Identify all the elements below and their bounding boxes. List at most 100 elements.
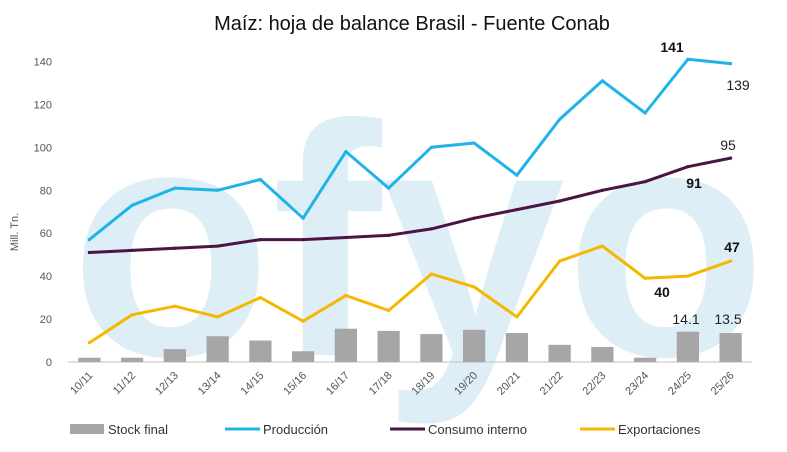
annotation-95: 95 <box>720 137 736 153</box>
bar-stock-final <box>206 336 229 362</box>
bar-stock-final <box>548 344 571 362</box>
point-exportaciones <box>429 272 433 276</box>
bar-stock-final <box>591 346 614 362</box>
point-consumo-interno <box>173 246 177 250</box>
point-exportaciones <box>558 259 562 263</box>
point-consumo-interno <box>344 235 348 240</box>
point-produccion <box>173 186 177 190</box>
bar-stock-final <box>334 328 357 362</box>
bar-stock-final <box>634 357 657 362</box>
bar-stock-final <box>676 331 699 362</box>
annotation-47: 47 <box>724 239 740 255</box>
point-produccion <box>472 141 476 145</box>
point-produccion <box>429 145 433 149</box>
series-line-produccion <box>87 57 733 242</box>
bar-stock-final <box>163 349 186 362</box>
point-consumo-interno <box>729 156 733 160</box>
point-consumo-interno <box>301 238 305 242</box>
annotation-141: 141 <box>660 39 684 55</box>
point-consumo-interno <box>558 199 562 203</box>
point-exportaciones <box>344 293 348 298</box>
watermark-text: ofyo <box>70 56 767 427</box>
y-tick-label: 100 <box>34 142 52 154</box>
annotation-91: 91 <box>686 175 702 191</box>
bars <box>78 328 742 362</box>
point-produccion <box>686 57 690 61</box>
bar-stock-final <box>505 333 528 362</box>
point-consumo-interno <box>472 216 476 220</box>
point-consumo-interno <box>216 244 220 248</box>
bar-stock-final <box>249 340 272 362</box>
y-tick-label: 140 <box>34 56 52 68</box>
annotations: 141 139 95 91 47 40 14.1 13.5 <box>654 39 750 327</box>
annotation-139: 139 <box>726 77 750 93</box>
point-produccion <box>729 62 733 66</box>
legend-item-exportaciones: Exportaciones <box>580 422 701 437</box>
legend-item-stock-final: Stock final <box>70 422 168 437</box>
bar-stock-final <box>420 334 443 362</box>
point-exportaciones <box>600 244 604 248</box>
point-produccion <box>130 203 134 207</box>
point-produccion <box>87 238 91 242</box>
y-tick-label: 40 <box>40 271 52 283</box>
legend-item-consumo-interno: Consumo interno <box>390 422 527 437</box>
point-consumo-interno <box>387 233 391 237</box>
point-produccion <box>558 117 562 122</box>
legend-label-exportaciones: Exportaciones <box>618 422 701 437</box>
lines <box>87 57 733 345</box>
y-tick-label: 80 <box>40 185 52 197</box>
series-line-exportaciones <box>87 244 733 345</box>
point-produccion <box>515 173 519 177</box>
bar-stock-final <box>121 357 144 362</box>
point-exportaciones <box>173 304 177 308</box>
point-produccion <box>344 150 348 154</box>
point-consumo-interno <box>686 165 690 169</box>
point-exportaciones <box>301 319 305 323</box>
point-consumo-interno <box>643 180 647 184</box>
bar-stock-final <box>377 330 400 362</box>
y-axis-label: Mill. Tn. <box>9 213 21 251</box>
point-exportaciones <box>130 313 134 317</box>
point-produccion <box>301 216 305 220</box>
annotation-14-1: 14.1 <box>672 311 699 327</box>
point-exportaciones <box>87 341 91 345</box>
y-ticks: 0 20 40 60 80 100 120 140 <box>34 56 52 369</box>
bar-stock-final <box>78 357 101 362</box>
point-exportaciones <box>515 315 519 319</box>
legend-swatch-stock-final <box>70 424 104 434</box>
point-exportaciones <box>686 274 690 278</box>
point-consumo-interno <box>600 188 604 192</box>
point-exportaciones <box>387 308 391 313</box>
legend-label-produccion: Producción <box>263 422 328 437</box>
point-produccion <box>600 79 604 83</box>
chart-title: Maíz: hoja de balance Brasil - Fuente Co… <box>214 13 610 35</box>
y-tick-label: 20 <box>40 314 52 326</box>
bar-stock-final <box>719 333 742 362</box>
legend-item-produccion: Producción <box>225 422 328 437</box>
point-produccion <box>216 188 220 192</box>
point-exportaciones <box>643 276 647 280</box>
point-consumo-interno <box>130 248 134 252</box>
point-exportaciones <box>472 285 476 289</box>
legend-label-consumo-interno: Consumo interno <box>428 422 527 437</box>
point-consumo-interno <box>258 238 262 242</box>
y-tick-label: 60 <box>40 228 52 240</box>
point-consumo-interno <box>515 207 519 212</box>
point-exportaciones <box>729 259 733 263</box>
point-consumo-interno <box>429 227 433 231</box>
y-tick-label: 120 <box>34 99 52 111</box>
legend: Stock final Producción Consumo interno E… <box>70 422 701 437</box>
annotation-40: 40 <box>654 284 670 300</box>
point-consumo-interno <box>87 250 91 255</box>
y-tick-label: 0 <box>46 357 52 369</box>
legend-label-stock-final: Stock final <box>108 422 168 437</box>
bar-stock-final <box>292 351 315 362</box>
point-produccion <box>258 177 262 182</box>
series-line-consumo-interno <box>87 156 733 254</box>
point-produccion <box>387 186 391 190</box>
point-produccion <box>643 111 647 115</box>
point-exportaciones <box>258 296 262 300</box>
